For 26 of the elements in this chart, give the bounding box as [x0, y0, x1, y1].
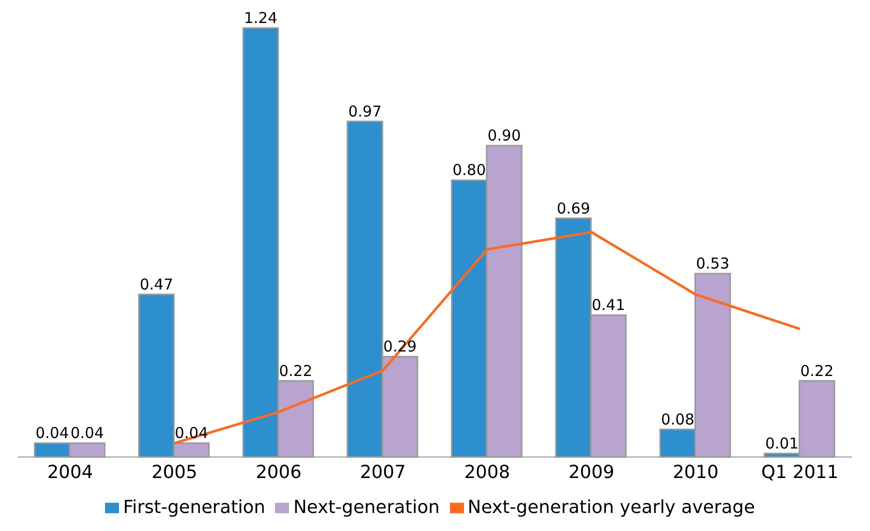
data-label: 0.69: [556, 199, 590, 218]
data-label: 0.22: [800, 362, 834, 380]
data-label: 0.01: [765, 434, 799, 453]
data-label: 1.24: [244, 9, 278, 27]
data-label: 0.47: [140, 275, 174, 294]
data-label: 0.22: [278, 362, 312, 380]
legend-label: Next-generation: [293, 497, 440, 518]
data-label: 0.90: [487, 126, 521, 145]
legend-label: Next-generation yearly average: [468, 497, 755, 518]
data-label: 0.80: [452, 161, 486, 180]
data-label: 0.04: [35, 424, 69, 442]
legend-label: First-generation: [123, 497, 266, 518]
data-label: 0.97: [348, 102, 382, 120]
x-tick-label: Q1 2011: [761, 462, 838, 483]
x-tick-label: 2010: [672, 462, 719, 483]
data-label: 0.08: [660, 410, 694, 428]
data-label: 0.53: [696, 254, 730, 273]
x-tick-label: 2009: [568, 462, 614, 483]
x-tick-label: 2006: [256, 462, 302, 483]
data-label: 0.04: [174, 424, 208, 442]
x-tick-label: 2007: [360, 462, 406, 483]
data-label: 0.41: [592, 296, 626, 314]
x-tick-label: 2004: [47, 462, 94, 483]
data-label: 0.04: [70, 424, 104, 442]
x-tick-label: 2005: [151, 462, 198, 483]
x-tick-label: 2008: [464, 462, 510, 483]
